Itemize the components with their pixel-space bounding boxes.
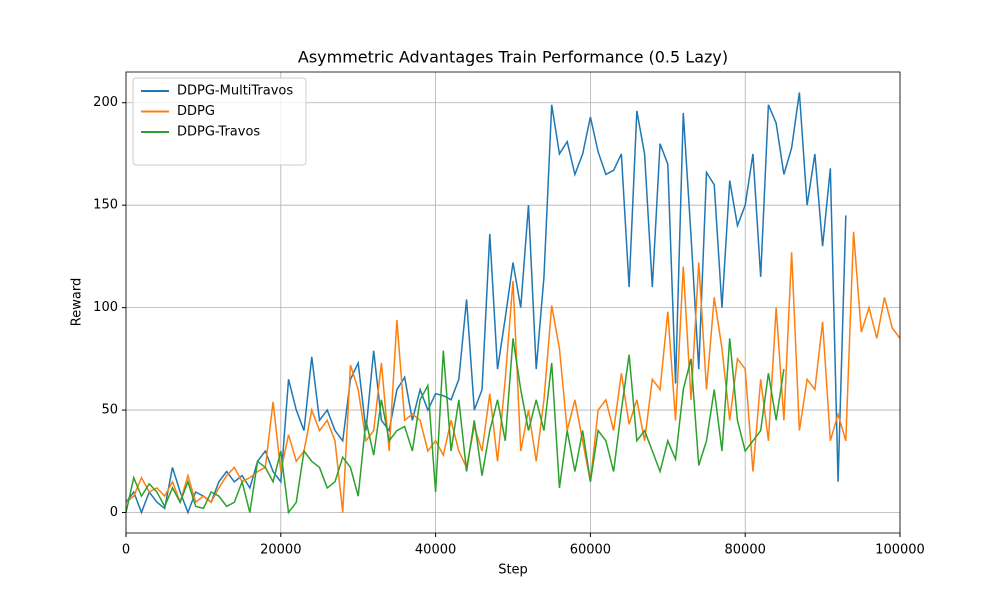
x-axis-label: Step [498, 563, 528, 578]
x-tick-label: 60000 [570, 543, 611, 558]
legend-label: DDPG-Travos [177, 125, 260, 140]
y-tick-label: 200 [93, 95, 118, 110]
legend-box [132, 77, 307, 166]
y-tick-label: 100 [93, 300, 118, 315]
series-line [125, 92, 847, 515]
legend: DDPG-MultiTravos DDPG DDPG-Travos [132, 77, 307, 166]
plot-frame [125, 71, 901, 534]
x-tick-label: 100000 [875, 543, 925, 558]
x-tick-label: 40000 [415, 543, 456, 558]
y-tick-label: 150 [93, 198, 118, 213]
x-tick-label: 80000 [725, 543, 766, 558]
legend-label: DDPG [177, 104, 215, 119]
x-tick-label: 20000 [260, 543, 301, 558]
legend-label: DDPG-MultiTravos [177, 84, 293, 99]
y-axis-label: Reward [70, 278, 85, 326]
x-tick-label: 0 [122, 543, 130, 558]
y-tick-label: 0 [110, 505, 118, 520]
series-line [125, 338, 785, 515]
y-tick-label: 50 [101, 403, 118, 418]
chart-title: Asymmetric Advantages Train Performance … [298, 48, 728, 67]
